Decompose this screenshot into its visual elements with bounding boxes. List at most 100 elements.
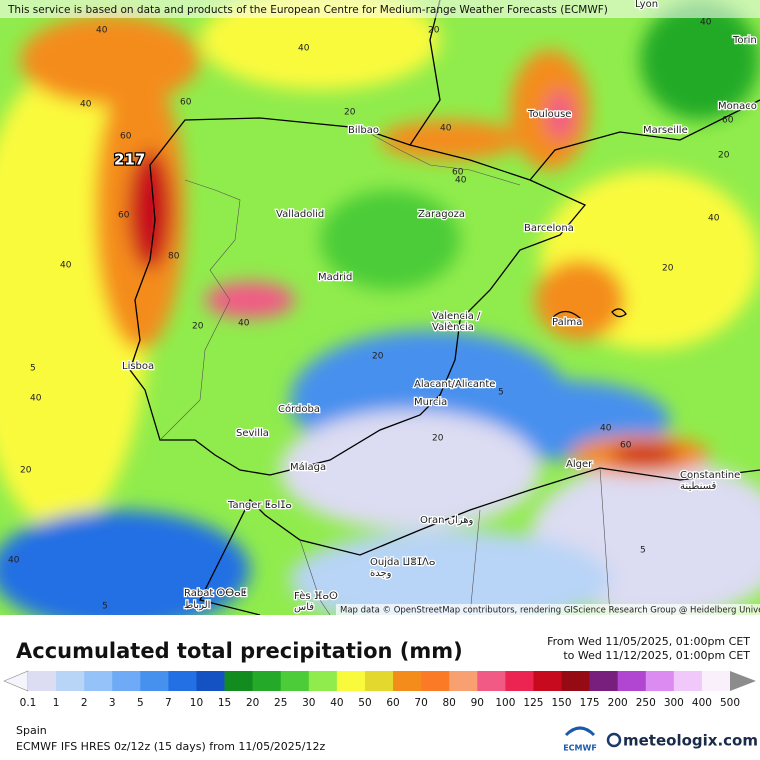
city-label: Marseille <box>643 125 688 136</box>
legend-label: 40 <box>330 697 343 709</box>
region: Spain <box>16 724 47 737</box>
city-label: Lyon <box>635 0 658 10</box>
legend-swatch <box>224 671 253 691</box>
city-label: Valencia / <box>432 311 481 322</box>
legend-swatch <box>477 671 506 691</box>
contour-label: 20 <box>718 151 730 161</box>
city-label: Bilbao <box>348 125 379 136</box>
legend-swatch <box>308 671 338 691</box>
city-label: Oujda ⵡⴻⵊⴷⴰ <box>370 557 435 568</box>
contour-label: 5 <box>498 388 504 398</box>
legend-label: 5 <box>137 697 144 709</box>
city-label: فاس <box>294 602 314 613</box>
legend-label: 15 <box>218 697 231 709</box>
city-label: Constantine <box>680 470 740 481</box>
legend-label: 70 <box>414 697 427 709</box>
contour-label: 60 <box>452 168 464 178</box>
notice-bg <box>0 0 760 18</box>
legend-label: 125 <box>523 697 543 709</box>
legend-swatch <box>393 671 422 691</box>
city-label: الرباط <box>184 600 210 611</box>
city-label: Alger <box>566 459 593 470</box>
city-labels: Lyon Torin Monaco Toulouse Marseille Bilbao Va… <box>121 0 758 614</box>
city-label: Toulouse <box>527 109 571 120</box>
contour-label: 40 <box>440 124 452 134</box>
contour-label: 60 <box>120 132 132 142</box>
legend-swatch <box>561 671 590 691</box>
legend-label: 1 <box>53 697 60 709</box>
contour-label: 5 <box>30 364 36 374</box>
legend-swatch <box>533 671 562 691</box>
period-to: to Wed 11/12/2025, 01:00pm CET <box>563 649 750 662</box>
contour-label: 60 <box>118 211 130 221</box>
attribution-bg <box>336 604 760 615</box>
contour-label: 40 <box>455 176 467 186</box>
legend-label: 300 <box>664 697 684 709</box>
legend-arrow-left <box>3 670 29 692</box>
ecmwf-logo: ECMWF <box>563 726 597 753</box>
city-label: Torin <box>732 35 757 46</box>
meteologix-text: meteologix.com <box>623 732 758 750</box>
legend-swatch <box>617 671 647 691</box>
legend-label: 175 <box>580 697 600 709</box>
legend-swatch <box>701 671 731 691</box>
contour-label: 40 <box>238 319 250 329</box>
contour-label: 40 <box>30 394 42 404</box>
contour-label: 20 <box>20 466 32 476</box>
meteologix-logo: meteologix.com <box>606 732 758 750</box>
legend-label: 100 <box>495 697 515 709</box>
legend-label: 7 <box>165 697 172 709</box>
contour-label: 40 <box>96 26 108 36</box>
legend-label: 500 <box>720 697 740 709</box>
contour-label: 40 <box>600 424 612 434</box>
legend-swatch <box>336 671 366 691</box>
model: ECMWF IFS HRES 0z/12z (15 days) from 11/… <box>16 740 326 753</box>
contour-label: 60 <box>722 116 734 126</box>
contour-label: 20 <box>432 434 444 444</box>
contour-label: 60 <box>180 98 192 108</box>
legend-label: 60 <box>386 697 399 709</box>
city-label: Oran وهران <box>420 515 474 526</box>
city-label: Fès ⴼⴰⵙ <box>294 590 338 602</box>
city-label: Málaga <box>290 461 326 473</box>
city-label: Sevilla <box>236 428 269 439</box>
city-label: Zaragoza <box>418 209 465 220</box>
legend-label: 90 <box>471 697 484 709</box>
legend-label: 50 <box>358 697 371 709</box>
city-label: Barcelona <box>524 223 574 234</box>
ecmwf-text: ECMWF <box>563 744 597 753</box>
precip-field <box>0 0 760 615</box>
city-label: قسنطينة <box>680 481 717 492</box>
legend-label: 2 <box>81 697 88 709</box>
legend-swatch <box>505 671 534 691</box>
legend-swatch <box>589 671 618 691</box>
contour-label: 5 <box>102 602 108 612</box>
legend-label: 200 <box>608 697 628 709</box>
contour-label: 40 <box>80 100 92 110</box>
max-label: 217 <box>114 151 145 169</box>
city-label: Palma <box>552 317 582 328</box>
city-label: Madrid <box>318 272 352 283</box>
legend-label: 250 <box>636 697 656 709</box>
attribution: Map data © OpenStreetMap contributors, r… <box>340 606 760 616</box>
notice: This service is based on data and produc… <box>7 4 608 16</box>
title: Accumulated total precipitation (mm) <box>16 639 463 663</box>
contour-label: 40 <box>8 556 20 566</box>
legend: 0.1 1 2 3 5 7 10 15 20 25 30 40 50 60 70 80 90 100 125 150 1… <box>3 670 756 709</box>
legend-swatch <box>364 671 394 691</box>
legend-swatch <box>84 671 113 691</box>
legend-swatch <box>28 671 57 691</box>
contour-label: 20 <box>192 322 204 332</box>
city-label: Rabat ⵔⴱⴰⵟ <box>184 588 247 599</box>
contour-label: 5 <box>640 546 646 556</box>
legend-swatch <box>280 671 310 691</box>
legend-label: 10 <box>190 697 203 709</box>
legend-swatch <box>673 671 703 691</box>
legend-label: 3 <box>109 697 116 709</box>
city-label: Tanger ⵟⴰⵏⵊⴰ <box>227 500 292 511</box>
contour-label: 40 <box>708 214 720 224</box>
city-label: Córdoba <box>278 403 320 415</box>
legend-label: 25 <box>274 697 287 709</box>
legend-label: 80 <box>443 697 456 709</box>
city-label: وجدة <box>370 568 392 579</box>
